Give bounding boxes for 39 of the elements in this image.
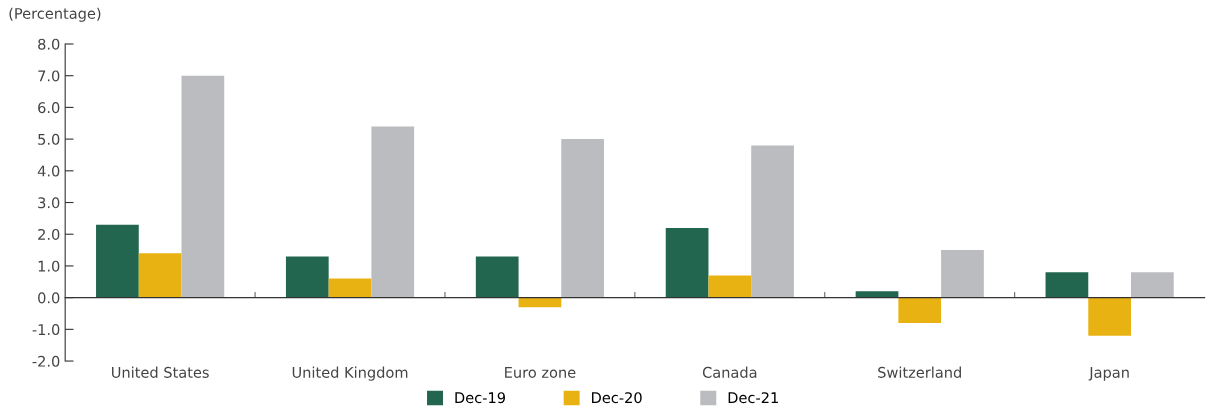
x-tick-label: Switzerland: [878, 366, 961, 378]
bar: [181, 75, 225, 298]
x-tick-label: United Kingdom: [292, 366, 408, 381]
y-tick-label: -1.0: [32, 324, 60, 336]
bar: [941, 250, 984, 298]
bar: [371, 126, 415, 298]
y-tick-label: 4.0: [37, 165, 60, 177]
legend-label: Dec-19: [455, 392, 505, 404]
y-tick-label: 1.0: [38, 260, 60, 272]
bar: [475, 256, 519, 298]
bar: [518, 297, 562, 308]
bar: [96, 224, 139, 298]
legend-label: Dec-20: [592, 392, 642, 404]
legend-label: Dec-21: [728, 392, 778, 404]
bar: [1045, 272, 1089, 298]
bar: [328, 278, 372, 298]
y-tick-label: 7.0: [38, 70, 60, 82]
bar: [898, 297, 942, 323]
y-tick-label: 2.0: [38, 228, 60, 240]
x-tick-label: United States: [112, 366, 209, 378]
bar: [285, 256, 329, 298]
x-tick-label: Japan: [1088, 367, 1129, 381]
bar: [561, 139, 605, 298]
y-tick-label: 5.0: [38, 133, 60, 145]
y-tick-label: -2.0: [32, 355, 60, 367]
bar: [138, 253, 182, 298]
bar: [708, 275, 752, 298]
bar: [665, 227, 709, 298]
x-tick-label: Euro zone: [505, 367, 576, 378]
y-axis-title: (Percentage): [9, 7, 101, 22]
bar: [1131, 272, 1174, 298]
bar: [855, 291, 899, 298]
y-tick-label: 6.0: [38, 102, 60, 114]
bar: [1088, 297, 1131, 336]
y-tick-label: 0.0: [38, 292, 60, 304]
x-tick-label: Canada: [702, 366, 757, 378]
y-tick-label: 8.0: [38, 38, 60, 50]
bar: [751, 145, 794, 298]
y-tick-label: 3.0: [38, 197, 60, 209]
